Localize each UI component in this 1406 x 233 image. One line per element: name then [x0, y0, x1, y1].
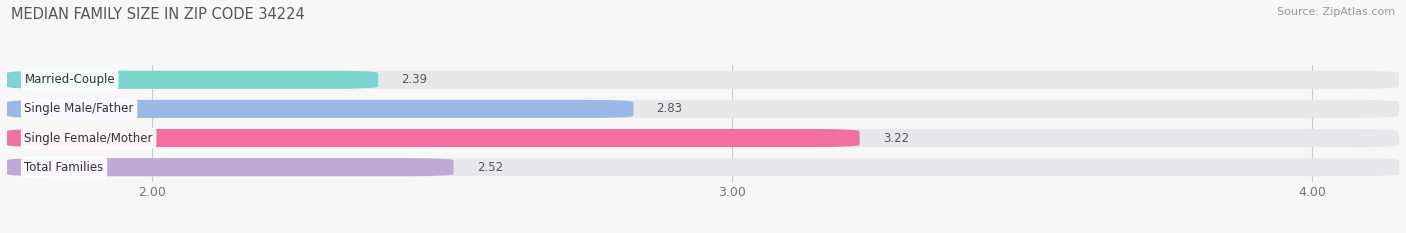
Text: Total Families: Total Families: [24, 161, 104, 174]
Text: 2.39: 2.39: [402, 73, 427, 86]
Text: Married-Couple: Married-Couple: [24, 73, 115, 86]
Text: Single Female/Mother: Single Female/Mother: [24, 132, 153, 144]
Text: Source: ZipAtlas.com: Source: ZipAtlas.com: [1277, 7, 1395, 17]
Text: 2.52: 2.52: [477, 161, 503, 174]
Text: Single Male/Father: Single Male/Father: [24, 103, 134, 115]
Text: 2.83: 2.83: [657, 103, 682, 115]
FancyBboxPatch shape: [7, 129, 859, 147]
Text: MEDIAN FAMILY SIZE IN ZIP CODE 34224: MEDIAN FAMILY SIZE IN ZIP CODE 34224: [11, 7, 305, 22]
FancyBboxPatch shape: [7, 100, 633, 118]
FancyBboxPatch shape: [7, 71, 378, 89]
FancyBboxPatch shape: [7, 158, 454, 176]
FancyBboxPatch shape: [7, 71, 1399, 89]
Text: 3.22: 3.22: [883, 132, 908, 144]
FancyBboxPatch shape: [7, 129, 1399, 147]
FancyBboxPatch shape: [7, 158, 1399, 176]
FancyBboxPatch shape: [7, 100, 1399, 118]
